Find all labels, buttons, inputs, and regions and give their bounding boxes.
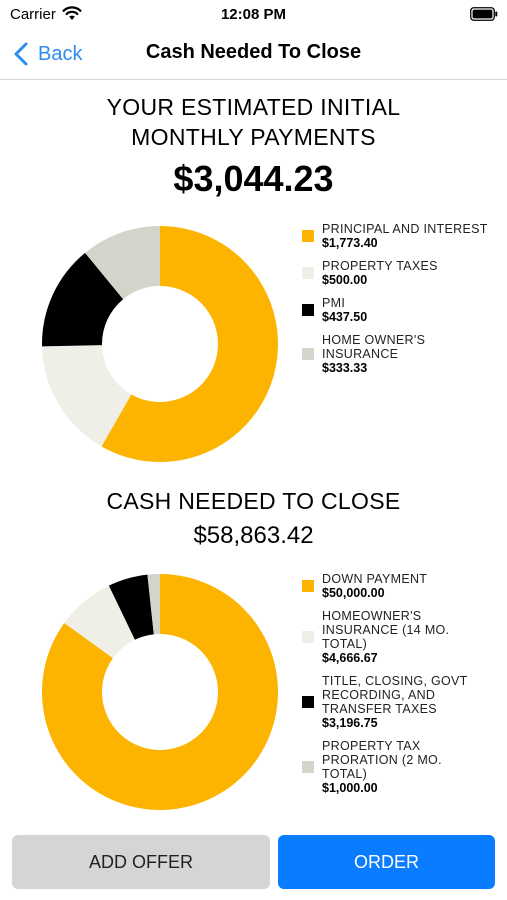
donut-slice xyxy=(64,585,135,659)
cash-to-close-title-line: CASH NEEDED TO CLOSE xyxy=(106,488,401,514)
legend-label: PRORATION (2 MO. xyxy=(322,753,442,767)
legend-swatch xyxy=(302,230,314,242)
legend-swatch xyxy=(302,304,314,316)
monthly-payments-donut-chart xyxy=(42,226,279,462)
cash-to-close-title: CASH NEEDED TO CLOSE xyxy=(0,486,507,516)
legend-label: INSURANCE (14 MO. xyxy=(322,623,450,637)
donut-slice xyxy=(42,252,124,347)
legend-label: PROPERTY TAX xyxy=(322,739,421,753)
donut-slice xyxy=(108,574,154,640)
legend-label: TOTAL) xyxy=(322,637,368,651)
cash-to-close-total: $58,863.42 xyxy=(193,522,314,549)
legend-value: $1,773.40 xyxy=(322,236,378,250)
monthly-payments-title-line: MONTHLY PAYMENTS xyxy=(131,124,376,150)
status-time: 12:08 PM xyxy=(220,6,287,23)
legend-value: $3,196.75 xyxy=(322,716,378,730)
legend-label: PMI xyxy=(322,296,346,310)
legend-value: $1,000.00 xyxy=(322,781,378,795)
legend-label: PROPERTY TAXES xyxy=(322,259,438,273)
legend-item: PROPERTY TAXES $500.00 xyxy=(302,259,502,287)
legend-value: $333.33 xyxy=(322,361,368,375)
legend-item: PRINCIPAL AND INTEREST $1,773.40 xyxy=(302,222,502,250)
legend-item: DOWN PAYMENT $50,000.00 xyxy=(302,572,502,600)
monthly-payments-title: YOUR ESTIMATED INITIAL MONTHLY PAYMENTS xyxy=(0,92,507,152)
legend-label: INSURANCE xyxy=(322,347,399,361)
back-button[interactable]: Back xyxy=(14,38,82,70)
legend-item: PROPERTY TAX PRORATION (2 MO. TOTAL) $1,000… xyxy=(302,739,502,795)
order-button[interactable]: ORDER xyxy=(278,835,495,889)
legend-label: RECORDING, AND xyxy=(322,688,436,702)
legend-label: HOME OWNER'S xyxy=(322,333,426,347)
legend-label: TOTAL) xyxy=(322,767,368,781)
add-offer-button[interactable]: ADD OFFER xyxy=(12,835,270,889)
legend-value: $500.00 xyxy=(322,273,368,287)
cash-to-close-donut-chart xyxy=(41,574,278,810)
donut-slice xyxy=(85,226,160,300)
legend-swatch xyxy=(302,348,314,360)
donut-slice xyxy=(101,226,279,462)
legend-value: $4,666.67 xyxy=(322,651,378,665)
donut-slice xyxy=(42,345,132,447)
legend-swatch xyxy=(302,267,314,279)
legend-swatch xyxy=(302,631,314,643)
legend-label: TRANSFER TAXES xyxy=(322,702,437,716)
legend-value: $50,000.00 xyxy=(322,586,385,600)
legend-value: $437.50 xyxy=(322,310,368,324)
monthly-payments-title-line: YOUR ESTIMATED INITIAL xyxy=(106,94,401,120)
donut-slice xyxy=(41,574,278,810)
legend-item: PMI $437.50 xyxy=(302,296,502,324)
legend-swatch xyxy=(302,696,314,708)
chevron-left-icon xyxy=(14,42,28,66)
legend-item: TITLE, CLOSING, GOVT RECORDING, AND TRANSF… xyxy=(302,674,502,730)
legend-item: HOME OWNER'S INSURANCE $333.33 xyxy=(302,333,502,375)
legend-label: TITLE, CLOSING, GOVT xyxy=(322,674,468,688)
nav-bar: Back Cash Needed To Close xyxy=(0,30,507,80)
legend-label: HOMEOWNER'S xyxy=(322,609,422,623)
battery-icon xyxy=(470,7,498,21)
donut-slice xyxy=(147,574,160,635)
legend-label: DOWN PAYMENT xyxy=(322,572,428,586)
monthly-payment-total: $3,044.23 xyxy=(173,158,334,199)
legend-swatch xyxy=(302,580,314,592)
status-bar: Carrier 12:08 PM xyxy=(0,0,507,30)
legend-label: PRINCIPAL AND INTEREST xyxy=(322,222,488,236)
back-label: Back xyxy=(38,42,83,65)
legend-item: HOMEOWNER'S INSURANCE (14 MO. TOTAL) $4,666… xyxy=(302,609,502,665)
monthly-payments-legend: PRINCIPAL AND INTEREST $1,773.40 PROPERTY … xyxy=(302,222,502,384)
cash-to-close-legend: DOWN PAYMENT $50,000.00 HOMEOWNER'S INSURAN… xyxy=(302,572,502,804)
carrier-label: Carrier xyxy=(10,6,56,23)
wifi-icon xyxy=(62,6,82,20)
page-title: Cash Needed To Close xyxy=(145,41,362,63)
legend-swatch xyxy=(302,761,314,773)
